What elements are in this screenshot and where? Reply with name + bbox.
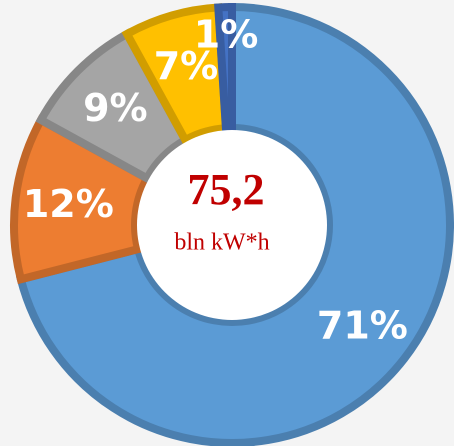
donut-slice xyxy=(10,114,153,285)
data-label: 7% xyxy=(154,44,219,88)
donut-hole xyxy=(137,130,327,320)
data-label: 1% xyxy=(194,13,259,57)
center-unit: bln kW*h xyxy=(174,230,269,256)
center-value: 75,2 xyxy=(188,165,265,214)
donut-slice xyxy=(214,2,236,133)
data-label: 71% xyxy=(317,304,408,348)
data-label: 12% xyxy=(23,182,114,226)
data-label: 9% xyxy=(83,86,148,130)
donut-slice xyxy=(15,2,454,446)
